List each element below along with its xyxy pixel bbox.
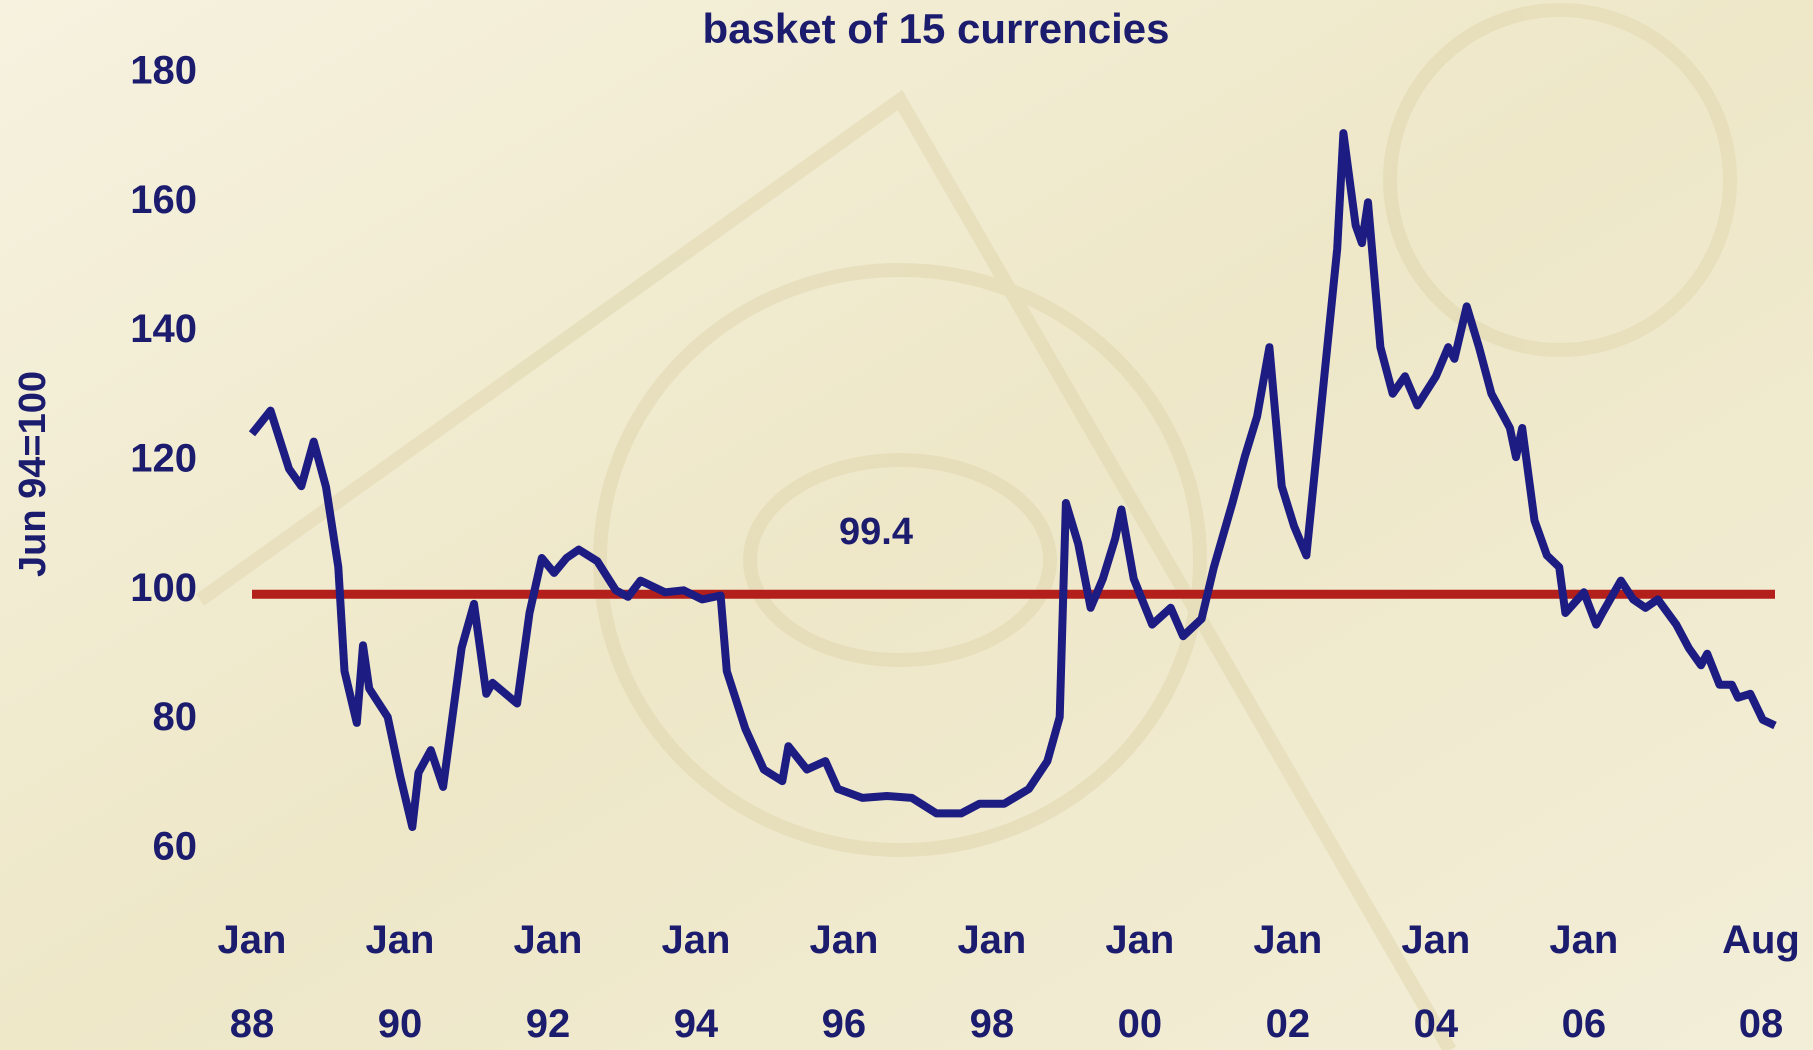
x-tick-label: Jan 92	[513, 918, 582, 1046]
y-tick-label: 120	[130, 437, 197, 481]
y-tick-label: 60	[153, 825, 198, 869]
y-tick-label: 180	[130, 49, 197, 93]
chart-title: basket of 15 currencies	[703, 5, 1170, 52]
reference-label: 99.4	[839, 511, 913, 553]
y-tick-label: 80	[153, 695, 198, 739]
x-tick-label: Aug 08	[1722, 918, 1800, 1046]
x-tick-label: Jan 96	[809, 918, 878, 1046]
data-line	[248, 129, 1777, 831]
y-tick-label: 160	[130, 178, 197, 222]
x-tick-label: Jan 90	[366, 918, 435, 1046]
x-tick-label: Jan 00	[1105, 918, 1174, 1046]
y-tick-label: 140	[130, 307, 197, 351]
x-tick-label: Jan 06	[1549, 918, 1618, 1046]
x-tick-label: Jan 98	[957, 918, 1026, 1046]
y-axis-label: Jun 94=100	[12, 371, 54, 577]
y-tick-label: 100	[130, 566, 197, 610]
x-tick-label: Jan 02	[1253, 918, 1322, 1046]
x-tick-label: Jan 88	[218, 918, 287, 1046]
x-tick-label: Jan 94	[661, 918, 730, 1046]
x-tick-label: Jan 04	[1401, 918, 1470, 1046]
